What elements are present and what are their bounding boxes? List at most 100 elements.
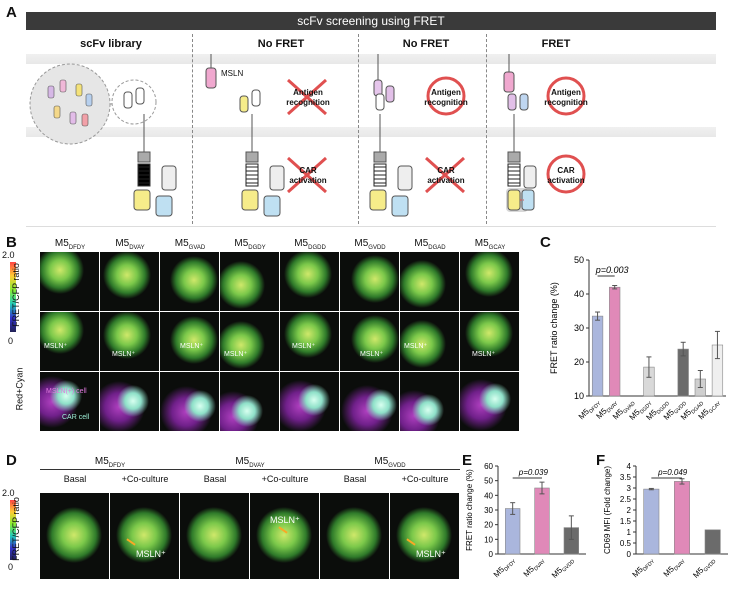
y-tick-label: 20 (574, 357, 584, 367)
col-header-gcay: M5GCAY (474, 238, 506, 251)
arrow-icon (406, 538, 416, 546)
msln-label: MSLN (221, 69, 244, 78)
y-tick-label: 3 (627, 484, 632, 493)
library-scfv-icons (47, 79, 93, 127)
micrograph-r3-c3 (160, 372, 219, 431)
d-msln-plus-label: MSLN⁺ (416, 549, 446, 559)
col-header-dvay: M5DVAY (115, 238, 145, 251)
col-header-dgdy: M5DGDY (234, 238, 266, 251)
x-tick-label: M5DFDY (631, 555, 657, 581)
msln-plus-label: MSLN⁺ (292, 343, 316, 350)
bar-dvay (674, 481, 690, 555)
circle-icon-antigen-2 (426, 76, 466, 116)
p-value-annotation: p=0.003 (595, 265, 629, 275)
x-tick-label: M5DVAY (522, 555, 547, 580)
bar-dfdy (505, 508, 521, 555)
bar-dfdy (643, 488, 660, 555)
y-tick-label: 2 (627, 506, 632, 515)
panel-d-image-grid: MSLN⁺ MSLN⁺ MSLN⁺ (40, 493, 460, 581)
col-title-nofret-2: No FRET (402, 38, 450, 50)
divider-3 (486, 34, 487, 224)
colorbar-b-min: 0 (8, 336, 14, 346)
col-title-library: scFv library (80, 38, 142, 50)
y-tick-label: 10 (484, 535, 493, 544)
msln-plus-label: MSLN⁺ (112, 351, 136, 358)
micrograph-r2-c4: MSLN⁺ (220, 312, 279, 371)
micrograph-r3-c8 (460, 372, 519, 431)
y-tick-label: 30 (484, 506, 493, 515)
d-condition-label: Basal (203, 474, 227, 484)
circle-icon-antigen-3 (546, 76, 586, 116)
car-construct-3 (369, 54, 466, 217)
y-tick-label: 0 (627, 550, 632, 559)
msln-plus-label: MSLN⁺ (404, 343, 428, 350)
panel-c-label: C (540, 234, 551, 251)
zoom-circle-icon (111, 79, 157, 125)
panel-d-headers: M5DFDY Basal +Co-culture M5DVAY Basal +Co-cul… (40, 456, 460, 492)
cross-icon-antigen-1 (286, 78, 328, 116)
schematic-drawing (29, 54, 586, 217)
colorbar-d-min: 0 (8, 562, 14, 572)
car-construct-2 (205, 54, 328, 217)
y-tick-label: 4 (627, 462, 632, 471)
micrograph-r2-c2: MSLN⁺ (100, 312, 159, 371)
msln-plus-label: MSLN⁺ (360, 351, 384, 358)
p-value-annotation: p=0.049 (657, 468, 688, 477)
micrograph-r3-c5 (280, 372, 339, 431)
micrograph-r3-c7 (400, 372, 459, 431)
d-msln-plus-label: MSLN⁺ (270, 515, 300, 525)
d-condition-label: +Co-culture (401, 474, 449, 484)
antigen-label-1: Antigen recognition (286, 88, 330, 107)
arrow-icon (278, 526, 288, 534)
panel-b-label: B (6, 234, 17, 251)
panel-f-label: F (596, 452, 606, 469)
y-tick-label: 20 (484, 521, 493, 530)
d-condition-label: Basal (63, 474, 87, 484)
colorbar-d-max: 2.0 (2, 488, 15, 498)
d-micrograph-5 (320, 493, 389, 579)
y-axis-label: FRET ratio change (%) (549, 282, 559, 374)
micrograph-r2-c1: MSLN⁺ (40, 312, 99, 371)
panel-b-image-grid: MSLN⁺ MSLN⁺ MSLN⁺ MSLN⁺ MSLN⁺ MSLN⁺ MSLN⁺ MSLN⁺ (40, 252, 520, 432)
y-tick-label: 60 (484, 462, 493, 471)
micrograph-r1-c6 (340, 252, 399, 311)
x-tick-label: M5GVDD (550, 555, 576, 581)
arrow-icon (126, 538, 136, 546)
car-construct-4 (503, 54, 586, 212)
micrograph-r2-c6: MSLN⁺ (340, 312, 399, 371)
col-title-nofret-1: No FRET (257, 38, 305, 50)
micrograph-r3-c1 (40, 372, 99, 431)
y-axis-label: CD69 MFI (Fold change) (603, 466, 612, 554)
cross-icon-car-2 (424, 156, 466, 194)
bar-dvay (534, 487, 550, 555)
micrograph-r3-c4 (220, 372, 279, 431)
micrograph-r2-c3: MSLN⁺ (160, 312, 219, 371)
panel-d-label: D (6, 452, 17, 469)
colorbar-d-label: FRET/CFP ratio (10, 497, 21, 561)
antigen-label-2: Antigen recognition (424, 88, 468, 107)
membrane-mid (26, 127, 716, 137)
msln-cell-label: MSLN(+) cell (46, 388, 87, 395)
colorbar-b-max: 2.0 (2, 250, 15, 260)
col-header-gvdd: M5GVDD (354, 238, 386, 251)
car-label-3: CAR activation (547, 166, 585, 185)
micrograph-r1-c5 (280, 252, 339, 311)
col-header-gvad: M5GVAD (174, 238, 206, 251)
d-micrograph-2: MSLN⁺ (110, 493, 179, 579)
col-header-dfdy: M5DFDY (54, 238, 86, 251)
y-tick-label: 40 (484, 491, 493, 500)
car-label-1: CAR activation (289, 166, 327, 185)
y-tick-label: 50 (484, 477, 493, 486)
y-tick-label: 1.5 (620, 517, 632, 526)
micrograph-r2-c8: MSLN⁺ (460, 312, 519, 371)
panel-b-col-headers: M5DFDY M5DVAY M5GVAD M5DGDY M5DGDD M5GVDD M5DG… (40, 238, 520, 252)
d-condition-label: +Co-culture (121, 474, 169, 484)
bar-dfdy (591, 315, 604, 397)
micrograph-r1-c8 (460, 252, 519, 311)
d-micrograph-3 (180, 493, 249, 579)
colorbar-b-label: FRET/CFP ratio (10, 263, 21, 327)
panel-a-label: A (6, 4, 17, 21)
y-tick-label: 3.5 (620, 473, 632, 482)
car-label-2: CAR activation (427, 166, 465, 185)
